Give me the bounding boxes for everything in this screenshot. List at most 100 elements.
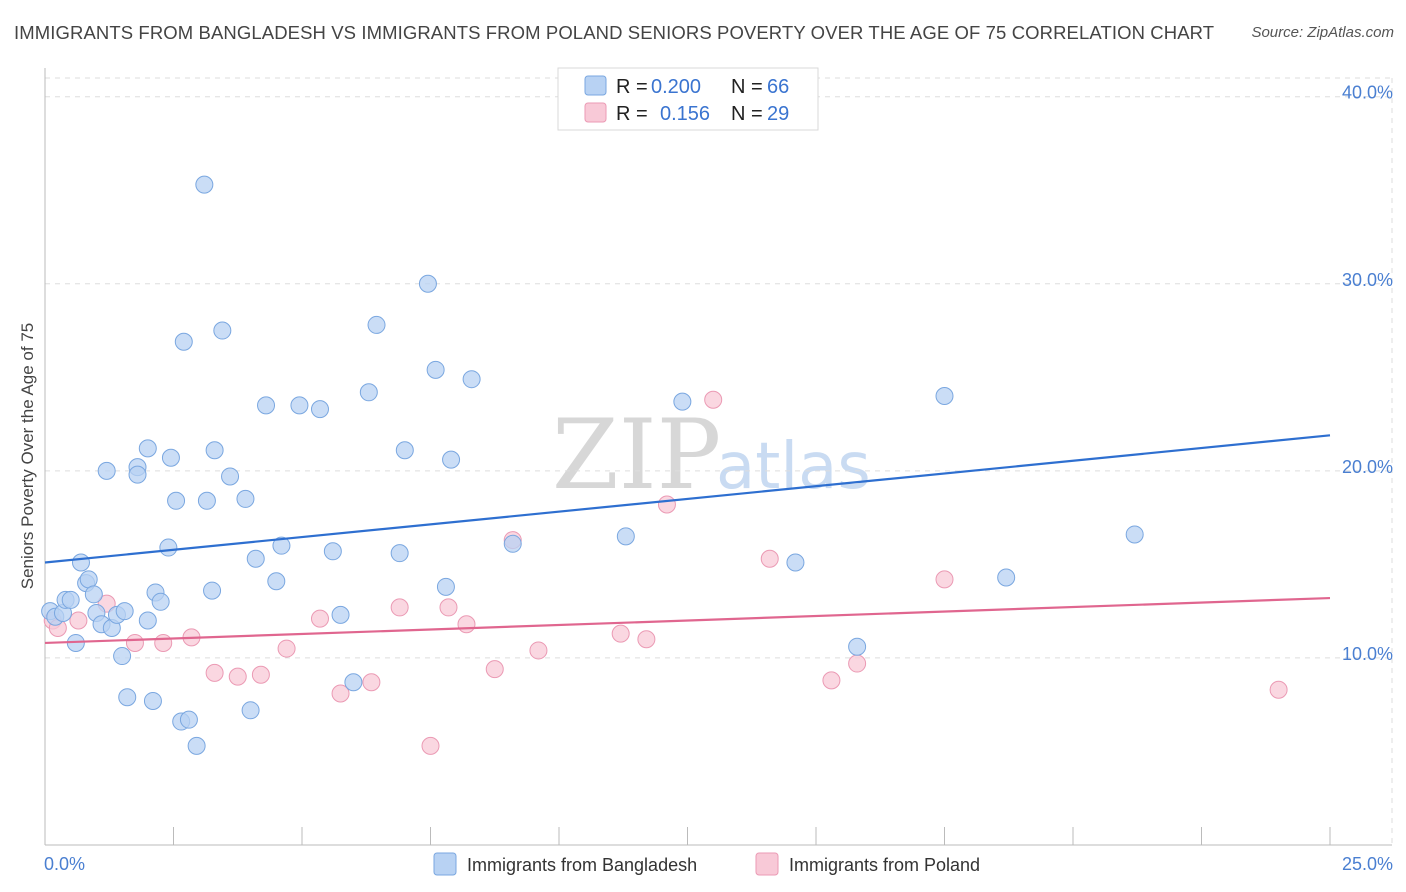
point-bangladesh (118, 688, 137, 707)
point-bangladesh (84, 585, 103, 604)
point-poland (390, 598, 409, 617)
point-poland (228, 667, 247, 686)
chart-title: IMMIGRANTS FROM BANGLADESH VS IMMIGRANTS… (14, 22, 1215, 43)
point-poland (277, 639, 296, 658)
point-poland (611, 624, 630, 643)
point-poland (848, 654, 867, 673)
bottom-legend-swatch-poland (755, 852, 779, 876)
point-bangladesh (97, 461, 116, 480)
point-poland (657, 495, 676, 514)
point-poland (760, 549, 779, 568)
trend-lines (44, 434, 1331, 645)
point-poland (704, 390, 723, 409)
point-bangladesh (115, 602, 134, 621)
point-bangladesh (213, 321, 232, 340)
y-axis-label: Seniors Poverty Over the Age of 75 (18, 323, 37, 589)
point-bangladesh (290, 396, 309, 415)
point-bangladesh (367, 315, 386, 334)
legend-r-value-poland: 0.156 (660, 103, 710, 125)
trend-line-poland (44, 596, 1331, 645)
point-bangladesh (786, 553, 805, 572)
point-poland (251, 665, 270, 684)
legend-n-label-bangladesh: N = (731, 76, 763, 98)
point-bangladesh (462, 370, 481, 389)
point-bangladesh (241, 701, 260, 720)
point-poland (125, 633, 144, 652)
point-poland (529, 641, 548, 660)
trend-line-bangladesh (44, 434, 1331, 564)
point-bangladesh (616, 527, 635, 546)
point-poland (205, 663, 224, 682)
point-bangladesh (331, 605, 350, 624)
point-poland (935, 570, 954, 589)
point-bangladesh (221, 467, 240, 486)
point-bangladesh (344, 673, 363, 692)
point-bangladesh (436, 577, 455, 596)
point-poland (439, 598, 458, 617)
y-tick-label: 20.0% (1342, 457, 1393, 477)
point-bangladesh (161, 448, 180, 467)
source-label: Source: ZipAtlas.com (1251, 24, 1394, 41)
point-poland (421, 736, 440, 755)
series-legend: Immigrants from Bangladesh Immigrants fr… (433, 852, 980, 876)
point-bangladesh (310, 400, 329, 419)
point-bangladesh (174, 332, 193, 351)
watermark: ZIP atlas (552, 399, 871, 511)
legend-swatch-bangladesh (584, 75, 607, 96)
x-tick-labels: 0.0% 25.0% (44, 854, 1393, 874)
point-poland (1269, 680, 1288, 699)
point-bangladesh (138, 439, 157, 458)
legend-r-label-poland: R = (616, 103, 648, 125)
point-bangladesh (128, 465, 147, 484)
point-bangladesh (1125, 525, 1144, 544)
point-bangladesh (236, 489, 255, 508)
point-bangladesh (673, 392, 692, 411)
point-bangladesh (79, 570, 98, 589)
point-bangladesh (935, 387, 954, 406)
point-bangladesh (359, 383, 378, 402)
point-bangladesh (159, 538, 178, 557)
point-bangladesh (195, 175, 214, 194)
point-bangladesh (167, 491, 186, 510)
series-bangladesh-points (41, 175, 1144, 755)
point-bangladesh (113, 647, 132, 666)
point-poland (362, 673, 381, 692)
stats-legend: R = 0.200 N = 66 R = 0.156 N = 29 (557, 67, 819, 131)
bottom-legend-swatch-bangladesh (433, 852, 457, 876)
point-bangladesh (395, 441, 414, 460)
legend-n-value-poland: 29 (767, 103, 789, 125)
point-poland (457, 615, 476, 634)
point-bangladesh (179, 710, 198, 729)
point-bangladesh (138, 611, 157, 630)
point-poland (331, 684, 350, 703)
point-bangladesh (267, 572, 286, 591)
point-poland (637, 630, 656, 649)
legend-n-value-bangladesh: 66 (767, 76, 789, 98)
axes (44, 68, 1392, 846)
y-tick-label: 10.0% (1342, 644, 1393, 664)
legend-r-label-bangladesh: R = (616, 76, 648, 98)
y-tick-label: 40.0% (1342, 83, 1393, 103)
point-bangladesh (61, 590, 80, 609)
point-bangladesh (203, 581, 222, 600)
y-tick-labels: 10.0% 20.0% 30.0% 40.0% (1342, 83, 1393, 664)
legend-swatch-poland (584, 102, 607, 123)
point-bangladesh (197, 491, 216, 510)
point-poland (485, 660, 504, 679)
point-bangladesh (426, 360, 445, 379)
legend-r-value-bangladesh: 0.200 (651, 76, 701, 98)
point-bangladesh (323, 542, 342, 561)
point-bangladesh (187, 736, 206, 755)
point-bangladesh (143, 691, 162, 710)
point-poland (69, 611, 88, 630)
watermark-zip: ZIP (552, 399, 721, 511)
point-bangladesh (71, 553, 90, 572)
bottom-legend-label-poland: Immigrants from Poland (789, 855, 980, 875)
point-bangladesh (151, 592, 170, 611)
point-bangladesh (997, 568, 1016, 587)
point-bangladesh (390, 544, 409, 563)
x-tick-label: 25.0% (1342, 854, 1393, 874)
point-bangladesh (848, 637, 867, 656)
point-bangladesh (503, 534, 522, 553)
